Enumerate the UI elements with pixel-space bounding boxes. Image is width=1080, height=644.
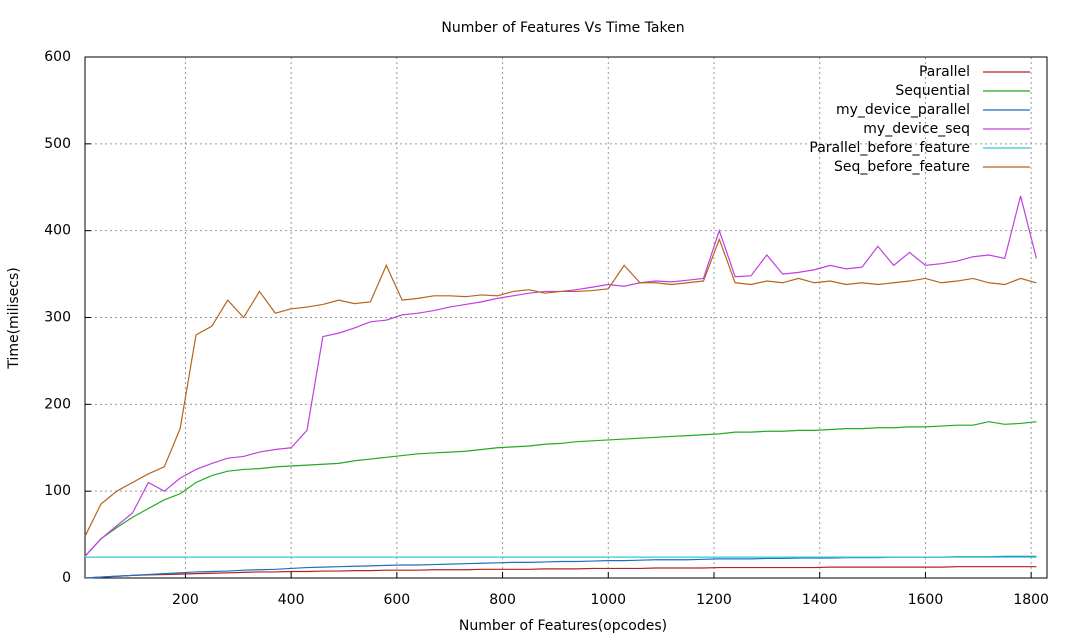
x-tick-label: 1400 [802, 592, 838, 608]
x-tick-label: 1000 [590, 592, 626, 608]
y-tick-label: 500 [44, 136, 71, 152]
x-tick-label: 1800 [1013, 592, 1049, 608]
plot-frame [84, 56, 1048, 579]
legend-label: Parallel_before_feature [809, 140, 970, 156]
legend-label: Sequential [895, 83, 970, 99]
x-tick-label: 400 [278, 592, 305, 608]
legend-label: Parallel [919, 64, 970, 80]
y-tick-label: 600 [44, 49, 71, 65]
y-tick-label: 0 [62, 570, 71, 586]
y-tick-label: 400 [44, 223, 71, 239]
series-line [84, 421, 1037, 557]
legend-label: my_device_seq [863, 121, 970, 137]
series-line [84, 195, 1038, 557]
x-tick-label: 1200 [696, 592, 732, 608]
x-axis-label: Number of Features(opcodes) [459, 618, 667, 634]
x-tick-label: 1600 [908, 592, 944, 608]
x-tick-label: 200 [172, 592, 199, 608]
legend-label: Seq_before_feature [834, 159, 970, 175]
x-tick-label: 800 [489, 592, 516, 608]
y-tick-label: 100 [44, 483, 71, 499]
series-line [84, 237, 1037, 537]
legend-label: my_device_parallel [836, 102, 970, 118]
series-line [84, 566, 1037, 579]
x-tick-label: 600 [383, 592, 410, 608]
y-tick-label: 200 [44, 396, 71, 412]
y-tick-label: 300 [44, 310, 71, 326]
chart-title: Number of Features Vs Time Taken [441, 20, 684, 36]
y-axis-label: Time(milisecs) [6, 267, 22, 369]
